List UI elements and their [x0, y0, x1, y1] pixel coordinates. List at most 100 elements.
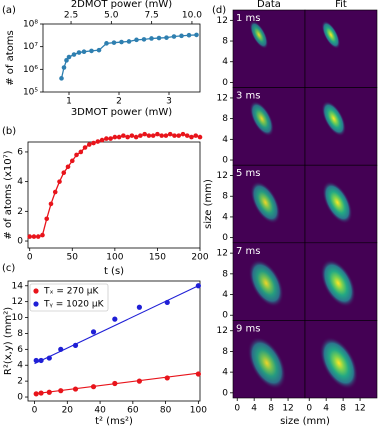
- data-point: [189, 134, 194, 140]
- data-point: [112, 134, 118, 140]
- cloud-image: [321, 20, 341, 49]
- cloud-image: [249, 20, 269, 49]
- y-tick-label: 0: [222, 311, 228, 321]
- x-tick-label: 20: [62, 406, 74, 416]
- panel-label: (d): [212, 5, 226, 16]
- data-point: [141, 37, 147, 42]
- data-point: [40, 232, 45, 238]
- y-tick-label: 8: [222, 192, 228, 202]
- cloud-image: [319, 336, 359, 390]
- y-tick-label: 12: [217, 93, 228, 103]
- data-point: [142, 131, 147, 137]
- data-line: [29, 133, 201, 238]
- data-point: [125, 134, 130, 140]
- data-point: [121, 133, 126, 138]
- x-tick-label: 4: [251, 404, 257, 414]
- legend-marker: [33, 288, 39, 294]
- row-label: 5 ms: [236, 168, 261, 179]
- data-point: [38, 390, 44, 396]
- data-point: [89, 48, 94, 54]
- legend-label: Tₓ = 270 μK: [43, 287, 100, 297]
- data-point: [65, 164, 71, 170]
- x-tick-label: 100: [106, 253, 123, 263]
- data-point: [61, 170, 67, 176]
- y-tick-label: 2: [17, 207, 23, 217]
- data-point: [111, 40, 117, 45]
- y-axis-label: # of atoms: [5, 30, 16, 86]
- y-tick-label: 0: [17, 393, 23, 403]
- y-tick-label: 4: [17, 177, 23, 187]
- legend-marker: [33, 301, 39, 307]
- data-point: [116, 134, 122, 140]
- row-label: 1 ms: [236, 13, 261, 24]
- data-point: [96, 47, 102, 53]
- data-point: [90, 384, 97, 390]
- cloud-image: [249, 100, 274, 137]
- row-label: 3 ms: [236, 91, 261, 102]
- fit-line: [34, 285, 199, 365]
- x-tick-label: 4: [323, 404, 329, 414]
- data-point: [186, 32, 192, 38]
- x-tick-label: 0: [234, 404, 240, 414]
- x-tick-label: 0: [27, 253, 33, 263]
- plot-frame: [42, 23, 201, 93]
- data-point: [59, 76, 64, 81]
- data-point: [193, 133, 199, 138]
- column-title: Fit: [335, 0, 347, 10]
- data-point: [171, 34, 177, 39]
- x2-tick-label: 2.5: [64, 11, 78, 21]
- cloud-image: [322, 181, 353, 224]
- data-point: [172, 133, 177, 138]
- y-tick-label: 4: [222, 212, 228, 222]
- data-point: [146, 133, 152, 138]
- cloud-image: [320, 259, 356, 308]
- data-point: [72, 386, 79, 392]
- column-title: Data: [257, 0, 281, 10]
- data-point: [167, 131, 173, 137]
- cloud-image: [248, 259, 284, 308]
- legend-frame: [29, 283, 109, 312]
- data-point: [74, 152, 79, 158]
- y-tick-label: 0: [222, 156, 228, 166]
- data-point: [81, 49, 87, 54]
- data-point: [78, 149, 84, 155]
- plot-frame: [27, 141, 201, 249]
- data-point: [156, 35, 162, 41]
- y-tick-label: 4: [17, 361, 23, 371]
- data-point: [159, 133, 164, 138]
- data-point: [82, 145, 88, 150]
- data-point: [64, 58, 69, 63]
- x-axis-label: t² (ms²): [95, 416, 133, 426]
- y-tick-label: 10: [12, 313, 24, 323]
- x2-tick-label: 7.5: [144, 11, 158, 21]
- y-tick-label: 4: [222, 135, 228, 145]
- data-point: [99, 137, 105, 143]
- x-tick-label: 2: [116, 97, 122, 107]
- row-label: 7 ms: [236, 246, 261, 257]
- y-tick-label: 12: [217, 16, 228, 26]
- data-point: [163, 133, 169, 138]
- y-tick-label: 4: [222, 57, 228, 67]
- data-point: [136, 378, 142, 384]
- data-point: [58, 346, 64, 352]
- image-frame: [304, 320, 378, 399]
- x-tick-label: 3: [166, 97, 172, 107]
- y-axis-label: size (mm): [203, 179, 214, 229]
- data-point: [184, 133, 190, 138]
- y-tick-label: 0: [17, 237, 23, 247]
- data-point: [48, 201, 54, 207]
- x2-axis-label: 2DMOT power (mW): [71, 0, 172, 10]
- image-background: [233, 10, 305, 88]
- y-tick-label: 0: [222, 78, 228, 88]
- y-tick-label: 10⁶: [23, 65, 38, 75]
- x-axis-label: 3DMOT power (mW): [71, 107, 172, 118]
- data-point: [195, 283, 201, 289]
- data-point: [129, 133, 135, 138]
- data-point: [44, 216, 50, 222]
- data-point: [149, 36, 154, 41]
- y-tick-label: 6: [17, 147, 23, 157]
- plot-frame: [27, 280, 201, 402]
- data-point: [69, 158, 75, 164]
- x-tick-label: 40: [94, 406, 106, 416]
- y-tick-label: 12: [217, 326, 228, 336]
